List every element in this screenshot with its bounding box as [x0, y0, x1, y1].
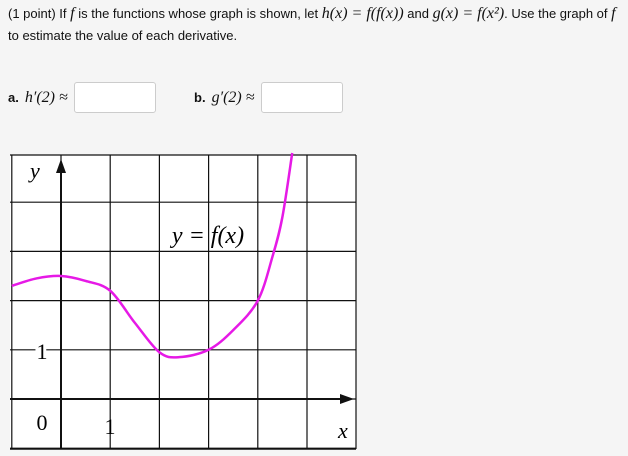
points-label: (1 point) If [8, 6, 67, 21]
f-symbol: f [611, 5, 616, 22]
axes [10, 159, 354, 449]
answer-b: b. g′(2) ≈ [194, 82, 343, 113]
x-axis-arrow-icon [340, 394, 354, 404]
y-axis-label: y [28, 158, 40, 183]
question-text-3: to estimate the value of each derivative… [8, 28, 238, 43]
tick-label-x-1: 1 [105, 414, 116, 439]
h-definition: h(x) = f(f(x)) [321, 5, 404, 22]
answer-a-input[interactable] [73, 82, 156, 113]
g-definition: g(x) = f(x²) [432, 5, 505, 22]
answer-b-expression: g′(2) ≈ [211, 88, 255, 106]
answer-a-expression: h′(2) ≈ [24, 88, 68, 106]
tick-label-y-1: 1 [37, 339, 48, 364]
question-text-1: is the functions whose graph is shown, l… [78, 6, 319, 21]
question-text-2: . Use the graph of [504, 6, 608, 21]
x-axis-label: x [337, 418, 348, 443]
f-symbol: f [70, 5, 75, 22]
and-text: and [407, 6, 429, 21]
answer-a-label: a. [8, 90, 19, 105]
question-text: (1 point) If f is the functions whose gr… [8, 3, 628, 47]
y-axis-arrow-icon [56, 159, 66, 173]
curve-f [11, 152, 294, 359]
curve-label: y = f(x) [170, 223, 244, 249]
tick-label-0: 0 [37, 410, 48, 435]
answer-b-label: b. [194, 90, 206, 105]
answer-a: a. h′(2) ≈ [8, 82, 156, 113]
answer-b-input[interactable] [260, 82, 343, 113]
